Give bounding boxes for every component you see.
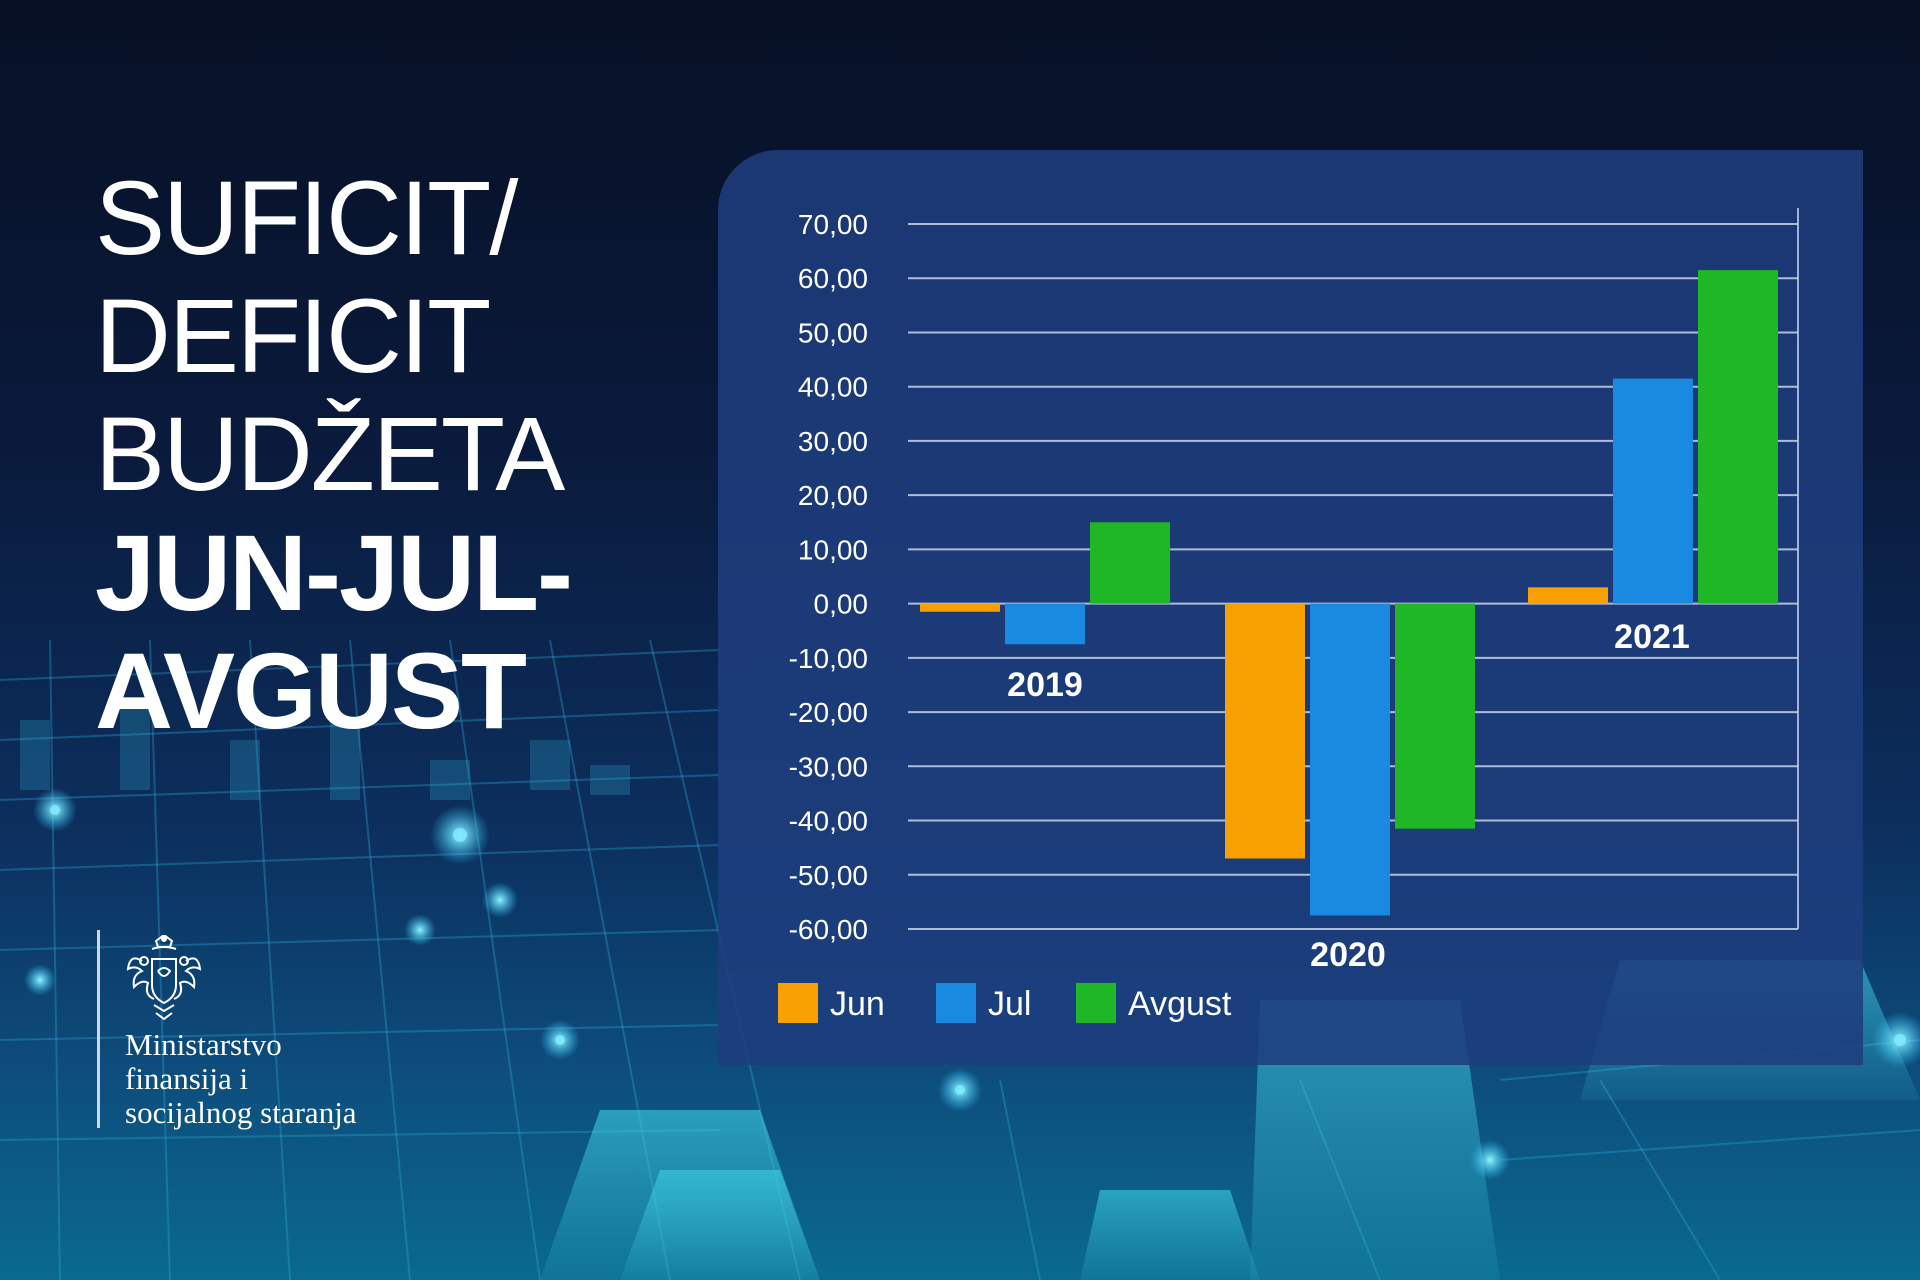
ministry-name-line-1: Ministarstvo	[125, 1027, 282, 1062]
bar-jun-2021	[1528, 587, 1608, 604]
title-line-2: DEFICIT	[95, 278, 491, 395]
y-tick-label: 70,00	[798, 209, 868, 240]
bar-jul-2020	[1310, 603, 1390, 916]
y-tick-label: -10,00	[789, 643, 868, 674]
y-tick-label: 0,00	[814, 589, 869, 620]
bar-avgust-2019	[1090, 522, 1170, 604]
title-line-3: BUDŽETA	[95, 396, 565, 513]
legend-label-jun: Jun	[830, 985, 885, 1023]
y-tick-label: -40,00	[789, 806, 868, 837]
legend-label-avgust: Avgust	[1128, 985, 1232, 1023]
legend-swatch-jun	[778, 983, 818, 1023]
y-tick-label: 20,00	[798, 480, 868, 511]
legend-swatch-avgust	[1076, 983, 1116, 1023]
bar-jun-2019	[920, 603, 1000, 612]
ministry-name-line-3: socijalnog staranja	[125, 1095, 357, 1130]
y-tick-label: 30,00	[798, 426, 868, 457]
bar-jun-2020	[1225, 603, 1305, 859]
ministry-name: Ministarstvo finansija i socijalnog star…	[125, 1028, 357, 1130]
bar-jul-2019	[1005, 603, 1085, 645]
bar-jul-2021	[1613, 378, 1693, 604]
y-tick-label: 40,00	[798, 372, 868, 403]
category-label-2020: 2020	[1310, 936, 1386, 974]
bar-avgust-2020	[1395, 603, 1475, 829]
y-tick-label: -20,00	[789, 697, 868, 728]
y-tick-label: -30,00	[789, 751, 868, 782]
title-line-1: SUFICIT/	[95, 160, 518, 277]
y-tick-label: 50,00	[798, 317, 868, 348]
y-tick-label: 10,00	[798, 534, 868, 565]
title-line-5: AVGUST	[95, 630, 527, 751]
category-label-2019: 2019	[1007, 666, 1083, 704]
y-tick-label: -60,00	[789, 914, 868, 945]
y-tick-label: 60,00	[798, 263, 868, 294]
bar-avgust-2021	[1698, 270, 1778, 604]
title-line-4: JUN-JUL-	[95, 512, 573, 633]
coat-of-arms-icon	[126, 935, 202, 1021]
y-tick-label: -50,00	[789, 860, 868, 891]
category-label-2021: 2021	[1614, 618, 1690, 656]
ministry-name-line-2: finansija i	[125, 1061, 249, 1096]
logo-divider	[97, 930, 100, 1128]
legend-label-jul: Jul	[988, 985, 1031, 1023]
legend-swatch-jul	[936, 983, 976, 1023]
